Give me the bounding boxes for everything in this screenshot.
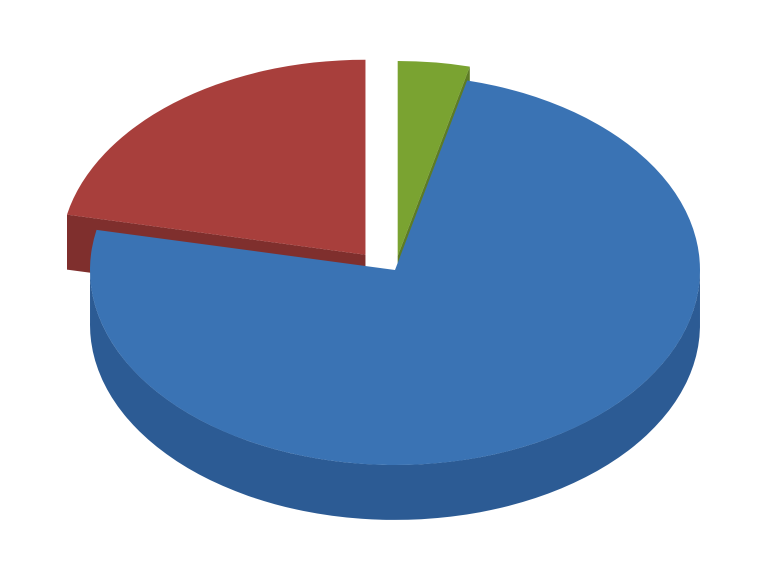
pie-chart-3d [0, 0, 762, 571]
